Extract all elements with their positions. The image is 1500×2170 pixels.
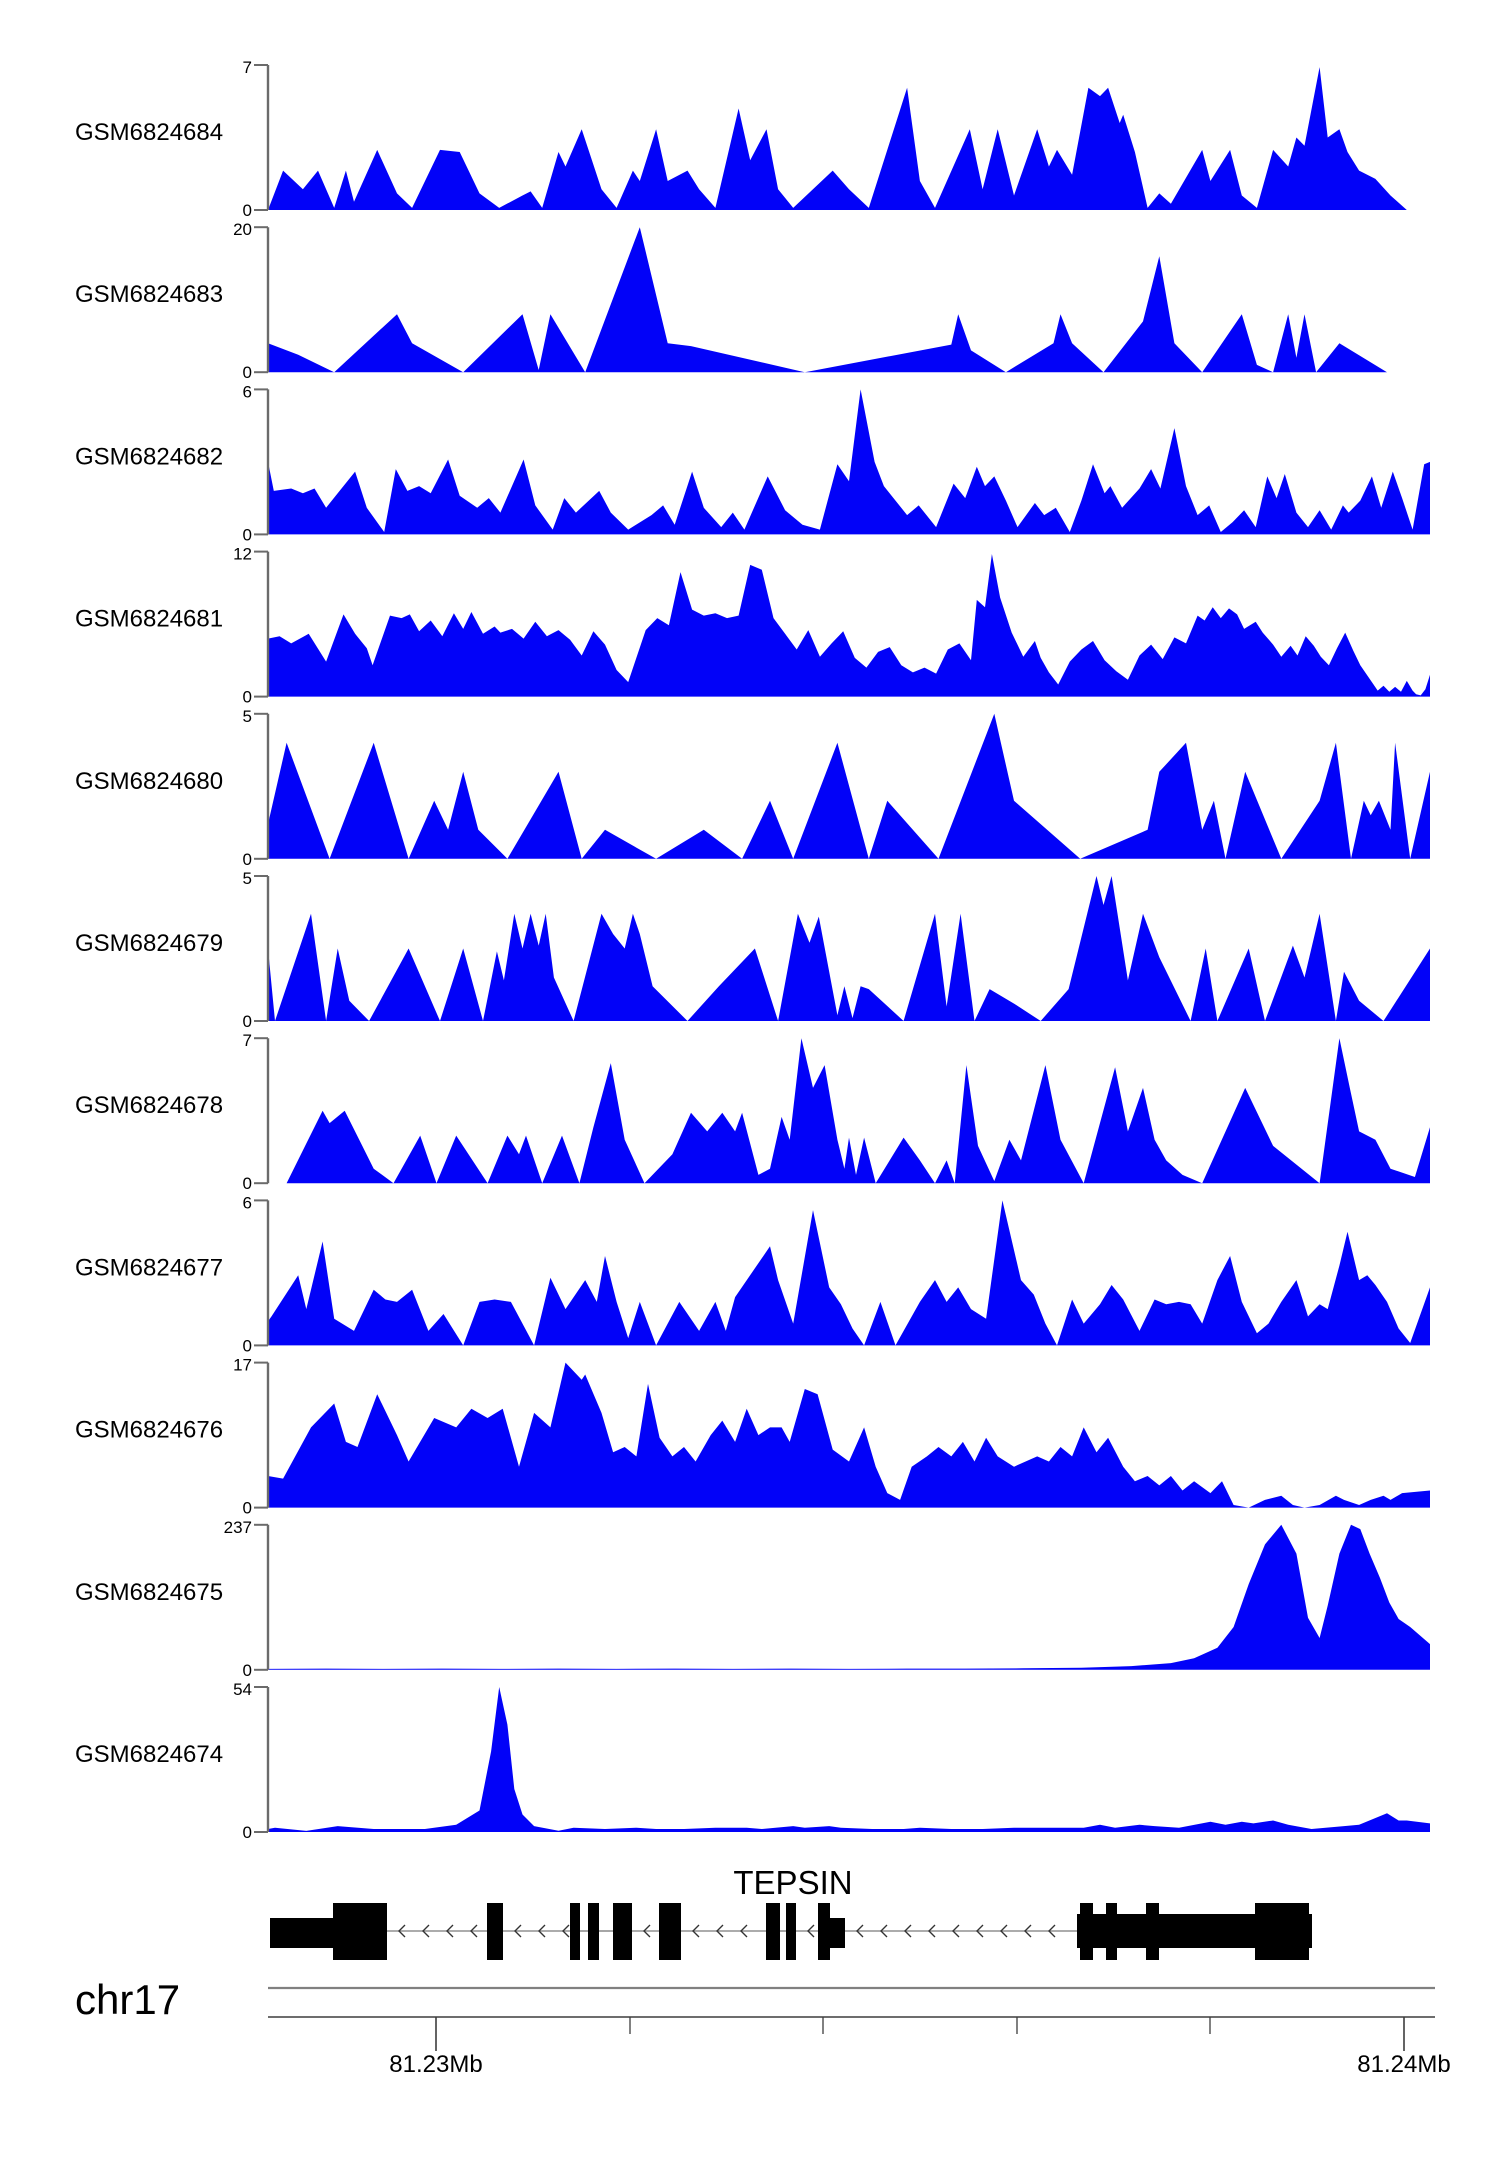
strand-left-arrow-icon — [807, 1924, 815, 1938]
strand-left-arrow-icon — [856, 1924, 864, 1938]
strand-left-arrow-icon — [976, 1924, 984, 1938]
axis-zero-label: 0 — [243, 1661, 252, 1680]
track-row-GSM6824674: GSM6824674 54 0 — [75, 1680, 1430, 1842]
coverage-area — [268, 1687, 1430, 1832]
gene-exon — [786, 1903, 796, 1960]
axis-zero-label: 0 — [243, 688, 252, 707]
coverage-area — [268, 1362, 1430, 1508]
track-label: GSM6824674 — [75, 1741, 223, 1768]
track-row-GSM6824677: GSM6824677 6 0 — [75, 1193, 1430, 1355]
strand-left-arrow-icon — [692, 1924, 700, 1938]
strand-left-arrow-icon — [398, 1924, 406, 1938]
strand-left-arrow-icon — [928, 1924, 936, 1938]
track-label: GSM6824677 — [75, 1254, 223, 1281]
axis-max-label: 7 — [243, 58, 252, 77]
gene-exon — [1146, 1903, 1159, 1960]
strand-left-arrow-icon — [952, 1924, 960, 1938]
coverage-area — [268, 227, 1430, 373]
coverage-area — [268, 389, 1430, 535]
gene-exon — [818, 1903, 830, 1960]
axis-max-label: 5 — [243, 869, 252, 888]
track-label: GSM6824682 — [75, 443, 223, 470]
axis-max-label: 6 — [243, 382, 252, 401]
strand-left-arrow-icon — [904, 1924, 912, 1938]
gene-exon — [1106, 1903, 1117, 1960]
strand-left-arrow-icon — [740, 1924, 748, 1938]
axis-zero-label: 0 — [243, 1823, 252, 1842]
track-label: GSM6824684 — [75, 119, 223, 146]
track-label: GSM6824676 — [75, 1417, 223, 1444]
gene-exon — [659, 1903, 681, 1960]
coverage-area — [268, 713, 1430, 859]
genome-axis: 81.23Mb 81.24Mb chr17 — [75, 1976, 1451, 2078]
axis-zero-label: 0 — [243, 1336, 252, 1355]
gene-exon — [270, 1918, 333, 1948]
track-label: GSM6824681 — [75, 606, 223, 633]
gene-exon — [570, 1903, 580, 1960]
strand-left-arrow-icon — [470, 1924, 478, 1938]
strand-left-arrow-icon — [1000, 1924, 1008, 1938]
track-label: GSM6824680 — [75, 768, 223, 795]
axis-zero-label: 0 — [243, 201, 252, 220]
strand-left-arrow-icon — [643, 1924, 651, 1938]
axis-max-label: 17 — [233, 1356, 252, 1375]
axis-zero-label: 0 — [243, 1012, 252, 1031]
track-row-GSM6824680: GSM6824680 5 0 — [75, 707, 1430, 869]
strand-left-arrow-icon — [422, 1924, 430, 1938]
coverage-area — [268, 1200, 1430, 1346]
axis-max-label: 7 — [243, 1031, 252, 1050]
track-row-GSM6824679: GSM6824679 5 0 — [75, 869, 1430, 1031]
coverage-area — [268, 1524, 1430, 1670]
gene-name-label: TEPSIN — [733, 1864, 852, 1901]
strand-left-arrow-icon — [1024, 1924, 1032, 1938]
gene-exon — [487, 1903, 503, 1960]
strand-left-arrow-icon — [716, 1924, 724, 1938]
track-row-GSM6824681: GSM6824681 12 0 — [75, 545, 1430, 707]
axis-max-label: 6 — [243, 1193, 252, 1212]
track-row-GSM6824678: GSM6824678 7 0 — [75, 1031, 1430, 1193]
track-label: GSM6824678 — [75, 1092, 223, 1119]
axis-max-label: 54 — [233, 1680, 252, 1699]
axis-max-label: 12 — [233, 545, 252, 564]
axis-zero-label: 0 — [243, 363, 252, 382]
coverage-area — [268, 67, 1430, 210]
coverage-area — [268, 876, 1430, 1021]
axis-max-label: 237 — [224, 1518, 252, 1537]
strand-left-arrow-icon — [514, 1924, 522, 1938]
strand-left-arrow-icon — [1048, 1924, 1056, 1938]
gene-exon — [766, 1903, 780, 1960]
gene-exon — [1080, 1903, 1093, 1960]
track-row-GSM6824676: GSM6824676 17 0 — [75, 1356, 1430, 1518]
gene-exon — [333, 1903, 387, 1960]
strand-left-arrow-icon — [538, 1924, 546, 1938]
track-label: GSM6824675 — [75, 1579, 223, 1606]
chromosome-label: chr17 — [75, 1976, 180, 2023]
axis-zero-label: 0 — [243, 525, 252, 544]
ruler-tick-label: 81.24Mb — [1357, 2051, 1450, 2078]
axis-zero-label: 0 — [243, 1499, 252, 1518]
coverage-area — [268, 554, 1430, 697]
gene-exon — [1255, 1903, 1309, 1960]
track-label: GSM6824679 — [75, 930, 223, 957]
axis-max-label: 5 — [243, 707, 252, 726]
gene-exon — [613, 1903, 632, 1960]
track-row-GSM6824684: GSM6824684 7 0 — [75, 58, 1430, 220]
gene-exon — [588, 1903, 599, 1960]
strand-left-arrow-icon — [562, 1924, 570, 1938]
gene-exon — [830, 1918, 845, 1948]
axis-zero-label: 0 — [243, 850, 252, 869]
axis-zero-label: 0 — [243, 1174, 252, 1193]
track-row-GSM6824683: GSM6824683 20 0 — [75, 220, 1430, 382]
ruler-tick-label: 81.23Mb — [389, 2051, 482, 2078]
strand-left-arrow-icon — [446, 1924, 454, 1938]
track-row-GSM6824675: GSM6824675 237 0 — [75, 1518, 1430, 1680]
gene-track: TEPSIN — [270, 1864, 1312, 1960]
track-label: GSM6824683 — [75, 281, 223, 308]
axis-max-label: 20 — [233, 220, 252, 239]
strand-left-arrow-icon — [880, 1924, 888, 1938]
coverage-area — [268, 1038, 1430, 1184]
track-row-GSM6824682: GSM6824682 6 0 — [75, 382, 1430, 544]
